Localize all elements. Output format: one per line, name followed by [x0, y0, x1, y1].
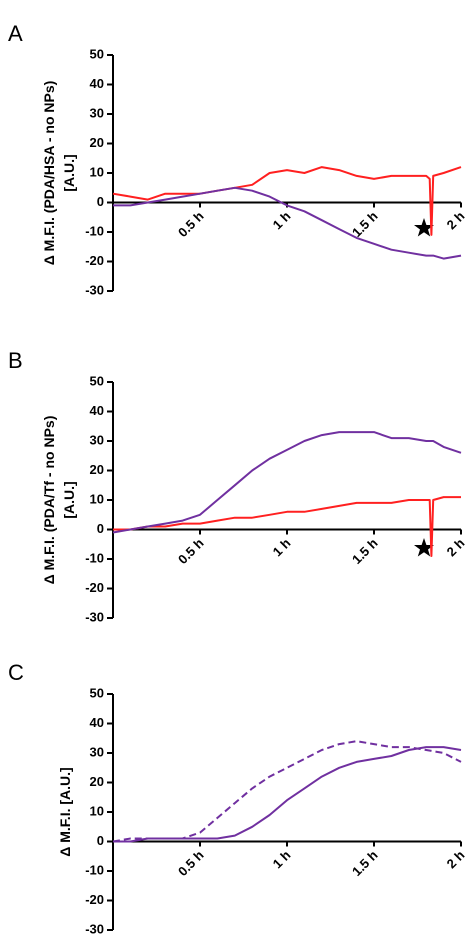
- panel-label: B: [8, 348, 23, 373]
- data-line: [112, 740, 462, 843]
- y-tick-label: -20: [85, 253, 104, 268]
- x-tick-label: 0.5 h: [175, 208, 207, 240]
- x-tick-label: 2 h: [444, 847, 466, 871]
- x-tick-label: 1 h: [270, 208, 294, 232]
- y-tick-label: 40: [90, 403, 104, 418]
- y-tick-label: 50: [90, 685, 104, 700]
- x-tick-label: 0.5 h: [175, 847, 207, 879]
- x-tick-label: 0.5 h: [175, 535, 207, 567]
- star-marker: [414, 538, 434, 557]
- y-axis-label: [A.U.]: [61, 481, 77, 518]
- y-tick-label: 50: [90, 373, 104, 388]
- y-tick-label: 40: [90, 715, 104, 730]
- y-tick-label: -30: [85, 921, 104, 936]
- x-tick-label: 1 h: [270, 535, 294, 559]
- y-tick-label: 20: [90, 135, 104, 150]
- y-tick-label: -30: [85, 609, 104, 624]
- x-tick-label: 2 h: [444, 208, 466, 232]
- y-tick-label: -20: [85, 892, 104, 907]
- data-line: [113, 746, 462, 843]
- y-tick-label: -10: [85, 862, 104, 877]
- data-line: [112, 166, 462, 236]
- y-tick-label: -10: [85, 223, 104, 238]
- y-tick-label: 10: [90, 164, 104, 179]
- star-marker: [414, 218, 434, 237]
- y-axis-label: Δ M.F.I. [A.U.]: [57, 767, 73, 856]
- y-tick-label: 40: [90, 76, 104, 91]
- data-line: [112, 431, 462, 534]
- y-axis-label: [A.U.]: [61, 154, 77, 191]
- y-axis-label: Δ M.F.I. (PDA/Tf - no NPs): [41, 416, 57, 585]
- y-tick-label: 30: [90, 105, 104, 120]
- x-tick-label: 2 h: [444, 535, 466, 559]
- panel-label: C: [8, 660, 24, 685]
- y-tick-label: 20: [90, 774, 104, 789]
- y-axis-label: Δ M.F.I. (PDA/HSA - no NPs): [41, 81, 57, 266]
- y-tick-label: 50: [90, 46, 104, 61]
- x-tick-label: 1 h: [270, 847, 294, 871]
- x-tick-label: 1.5 h: [349, 847, 381, 879]
- x-tick-label: 1.5 h: [349, 208, 381, 240]
- data-line: [113, 186, 462, 260]
- y-tick-label: 20: [90, 462, 104, 477]
- panel-label: A: [8, 21, 23, 46]
- y-tick-label: 0: [97, 521, 104, 536]
- y-tick-label: 0: [97, 194, 104, 209]
- y-tick-label: 10: [90, 491, 104, 506]
- y-tick-label: 10: [90, 803, 104, 818]
- data-line: [113, 496, 461, 557]
- x-tick-label: 1.5 h: [349, 535, 381, 567]
- y-tick-label: -10: [85, 550, 104, 565]
- y-tick-label: -20: [85, 580, 104, 595]
- y-tick-label: 30: [90, 432, 104, 447]
- y-tick-label: 30: [90, 744, 104, 759]
- y-tick-label: 0: [97, 833, 104, 848]
- y-tick-label: -30: [85, 282, 104, 297]
